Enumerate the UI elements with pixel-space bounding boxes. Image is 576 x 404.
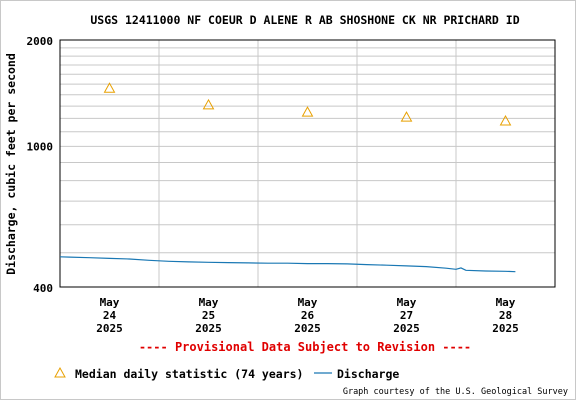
x-tick-label: 2025 <box>195 322 222 335</box>
chart-title: USGS 12411000 NF COEUR D ALENE R AB SHOS… <box>90 13 519 27</box>
x-tick-label: 2025 <box>294 322 321 335</box>
x-tick-label: May <box>100 296 120 309</box>
x-tick-label: 26 <box>301 309 315 322</box>
x-tick-label: 2025 <box>96 322 123 335</box>
plot-area <box>59 39 556 288</box>
credit-text: Graph courtesy of the U.S. Geological Su… <box>343 387 568 397</box>
x-tick-label: 25 <box>202 309 215 322</box>
y-tick-label: 2000 <box>27 35 54 48</box>
discharge-line <box>59 256 516 273</box>
legend-median-marker <box>54 366 66 378</box>
legend: Median daily statistic (74 years) Discha… <box>54 366 399 381</box>
median-marker <box>202 98 215 110</box>
legend-discharge-label: Discharge <box>337 367 399 381</box>
y-axis-label: Discharge, cubic feet per second <box>4 53 18 275</box>
legend-median-label: Median daily statistic (74 years) <box>75 367 303 381</box>
discharge-series <box>59 256 516 273</box>
x-tick-label: May <box>496 296 516 309</box>
provisional-notice: ---- Provisional Data Subject to Revisio… <box>139 340 471 354</box>
x-tick-label: 27 <box>400 309 413 322</box>
grid <box>60 40 555 287</box>
x-tick-label: May <box>199 296 219 309</box>
y-tick-label: 1000 <box>27 140 54 153</box>
y-axis-ticks: 2000 1000 400 <box>27 35 54 295</box>
x-tick-label: May <box>397 296 417 309</box>
median-series <box>103 82 512 126</box>
median-marker <box>103 82 116 93</box>
x-tick-label: 2025 <box>393 322 420 335</box>
x-axis-ticks: May242025May252025May262025May272025May2… <box>96 296 519 335</box>
x-tick-label: May <box>298 296 318 309</box>
median-marker <box>499 114 512 126</box>
x-tick-label: 28 <box>499 309 512 322</box>
y-tick-label: 400 <box>33 282 53 295</box>
median-marker <box>301 106 314 117</box>
x-tick-label: 2025 <box>492 322 519 335</box>
median-marker <box>400 111 413 122</box>
x-tick-label: 24 <box>103 309 117 322</box>
